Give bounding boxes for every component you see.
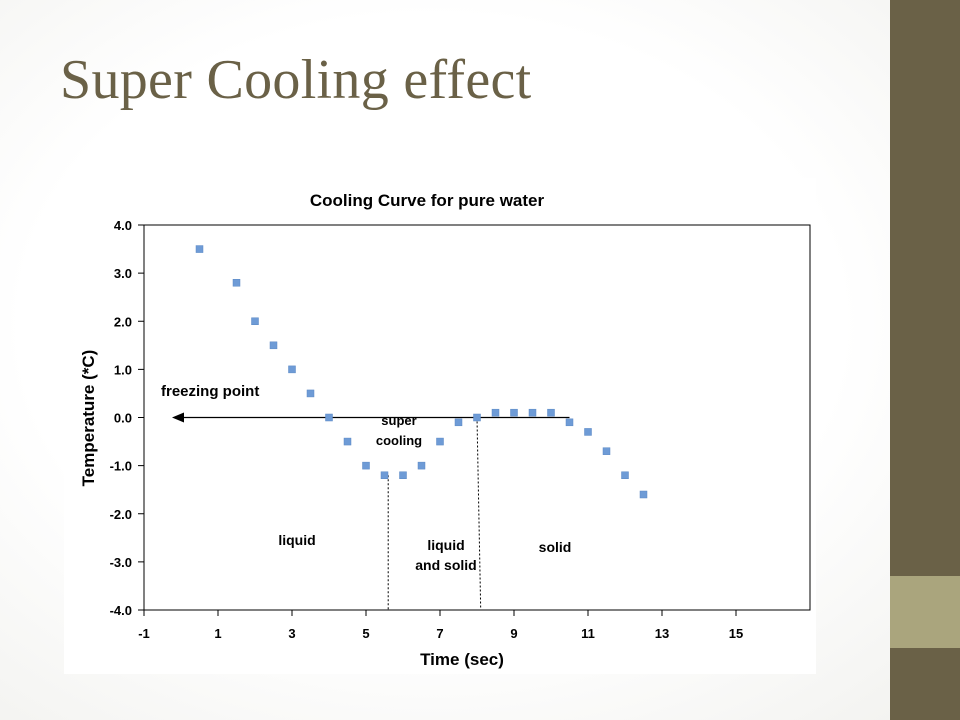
y-tick-label: 1.0 [114,362,132,377]
y-tick-label: -3.0 [110,555,132,570]
data-point [232,279,241,287]
chart-canvas: Cooling Curve for pure water 4.0 3.0 2.0 1.… [79,191,811,669]
y-tick-label: -1.0 [110,459,132,474]
annotation-liquid-and-solid-line2: and solid [415,557,476,573]
x-tick-label: 9 [510,626,517,641]
x-tick-label: 11 [581,626,595,641]
x-tick-label: 3 [288,626,295,641]
data-points [195,245,648,499]
slide-title: Super Cooling effect [60,49,532,111]
data-point [639,490,648,499]
y-tick-label: 4.0 [114,218,132,233]
data-point [621,471,629,479]
data-point [491,408,500,417]
data-point [528,408,537,417]
chart-title: Cooling Curve for pure water [310,191,545,210]
data-point [251,317,259,325]
y-axis-label: Temperature (*C) [79,350,98,487]
annotations: freezing point super cooling liquid liqu… [161,383,571,573]
data-point [602,447,611,455]
data-point [473,413,481,422]
annotation-super: super [381,413,416,428]
annotation-freezing-point: freezing point [161,383,259,400]
data-point [417,461,426,470]
annotation-liquid: liquid [278,532,315,548]
y-tick-label: 3.0 [114,266,132,281]
data-point [343,437,352,446]
phase-dividers [387,417,482,611]
data-point [306,389,315,398]
annotation-liquid-and-solid-line1: liquid [427,537,464,553]
y-tick-label: 0.0 [114,411,132,426]
data-point [288,365,296,374]
data-point [195,245,204,253]
x-tick-label: 7 [436,626,443,641]
cooling-curve-chart: Cooling Curve for pure water 4.0 3.0 2.0 1.… [64,178,816,674]
freezing-arrowhead [172,412,184,423]
freezing-point-line [172,412,570,423]
phase-divider [476,417,482,611]
x-tick-label: -1 [138,626,150,641]
annotation-solid: solid [539,539,572,555]
data-point [547,408,555,417]
x-tick-label: 13 [655,626,669,641]
x-axis-label: Time (sec) [420,650,504,669]
y-tick-label: -2.0 [110,507,132,522]
data-point [362,461,370,470]
data-point [399,471,407,479]
data-point [269,341,278,350]
x-tick-label: 1 [214,626,221,641]
data-point [565,418,574,427]
side-accent-bar-top [890,0,960,576]
data-point [584,428,592,436]
x-axis: -1 1 3 5 7 9 11 13 15 [138,610,743,641]
x-tick-label: 5 [362,626,369,641]
data-point [454,418,463,427]
side-accent-bar-bottom [890,648,960,720]
x-tick-label: 15 [729,626,743,641]
data-point [380,471,389,479]
y-tick-label: -4.0 [110,603,132,618]
y-axis: 4.0 3.0 2.0 1.0 0.0 -1.0 -2.0 -3.0 -4.0 [110,218,144,618]
data-point [510,408,518,417]
data-point [325,413,333,422]
data-point [436,437,444,446]
y-tick-label: 2.0 [114,314,132,329]
side-accent-bar-middle [890,576,960,648]
annotation-cooling: cooling [376,433,422,448]
